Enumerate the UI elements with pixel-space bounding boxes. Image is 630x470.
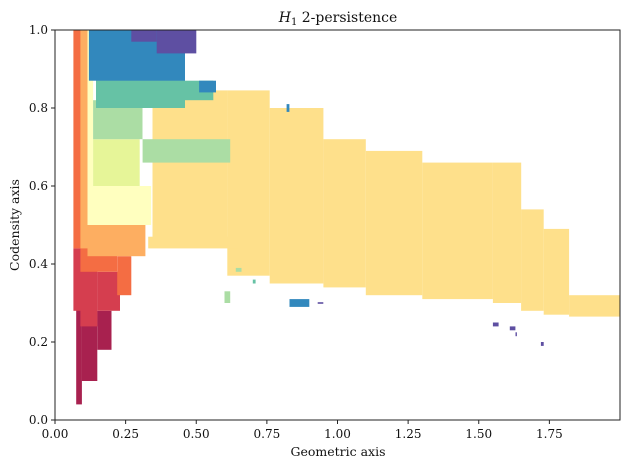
persistence-region-39 <box>509 326 516 331</box>
persistence-region-35 <box>224 291 231 303</box>
persistence-region-40 <box>540 342 544 346</box>
y-tick-label: 0.0 <box>29 413 48 427</box>
x-tick-label: 0.75 <box>254 427 281 441</box>
persistence-region-17 <box>73 30 81 249</box>
persistence-region-26 <box>142 139 231 163</box>
persistence-region-33 <box>289 299 310 307</box>
persistence-region-21 <box>87 225 146 257</box>
x-tick-label: 1.25 <box>395 427 422 441</box>
persistence-region-34 <box>286 104 290 112</box>
persistence-region-11 <box>76 303 82 405</box>
plot-area <box>73 30 620 405</box>
y-axis: 0.0 0.2 0.4 0.6 0.8 1.0 <box>29 23 55 427</box>
x-axis: 0.00 0.25 0.50 0.75 1.00 1.25 1.50 1.75 <box>42 420 563 441</box>
persistence-region-31 <box>156 30 197 54</box>
persistence-region-8 <box>543 228 570 315</box>
persistence-region-24 <box>93 139 140 186</box>
persistence-region-9 <box>569 295 620 317</box>
x-tick-label: 1.00 <box>324 427 351 441</box>
persistence-region-13 <box>97 310 112 350</box>
persistence-region-14 <box>73 248 81 311</box>
persistence-region-30 <box>199 80 216 93</box>
x-tick-label: 0.50 <box>183 427 210 441</box>
x-tick-label: 0.25 <box>112 427 139 441</box>
persistence-region-0 <box>152 90 228 241</box>
title-rest: 2-persistence <box>297 10 397 26</box>
y-tick-label: 0.4 <box>29 257 48 271</box>
y-tick-label: 0.6 <box>29 179 48 193</box>
persistence-region-12 <box>81 310 98 381</box>
persistence-region-7 <box>521 209 544 311</box>
persistence-region-3 <box>323 139 366 288</box>
x-axis-label: Geometric axis <box>290 444 385 459</box>
persistence-region-36 <box>235 267 242 272</box>
persistence-region-5 <box>422 162 493 300</box>
y-tick-label: 0.8 <box>29 101 48 115</box>
title-symbol: H <box>278 10 292 26</box>
persistence-region-6 <box>492 162 522 303</box>
x-tick-label: 0.00 <box>42 427 69 441</box>
persistence-region-15 <box>80 256 98 327</box>
y-axis-label: Codensity axis <box>7 179 22 271</box>
persistence-region-20 <box>80 30 88 249</box>
persistence-region-32 <box>131 30 157 42</box>
persistence-region-16 <box>97 271 120 311</box>
chart-title: H1 2-persistence <box>278 10 398 28</box>
persistence-region-37 <box>252 279 256 284</box>
title-subscript: 1 <box>291 17 297 28</box>
persistence-region-10 <box>148 236 239 249</box>
x-tick-label: 1.75 <box>536 427 563 441</box>
persistence-region-23 <box>87 30 94 186</box>
persistence-region-22 <box>87 186 152 225</box>
y-tick-label: 0.2 <box>29 335 48 349</box>
persistence-region-2 <box>269 108 324 284</box>
persistence-region-19 <box>117 256 132 296</box>
persistence-region-41 <box>515 332 517 337</box>
persistence-region-4 <box>365 150 423 296</box>
x-tick-label: 1.50 <box>465 427 492 441</box>
y-tick-label: 1.0 <box>29 23 48 37</box>
persistence-region-38 <box>492 322 499 327</box>
persistence-region-42 <box>317 302 324 304</box>
